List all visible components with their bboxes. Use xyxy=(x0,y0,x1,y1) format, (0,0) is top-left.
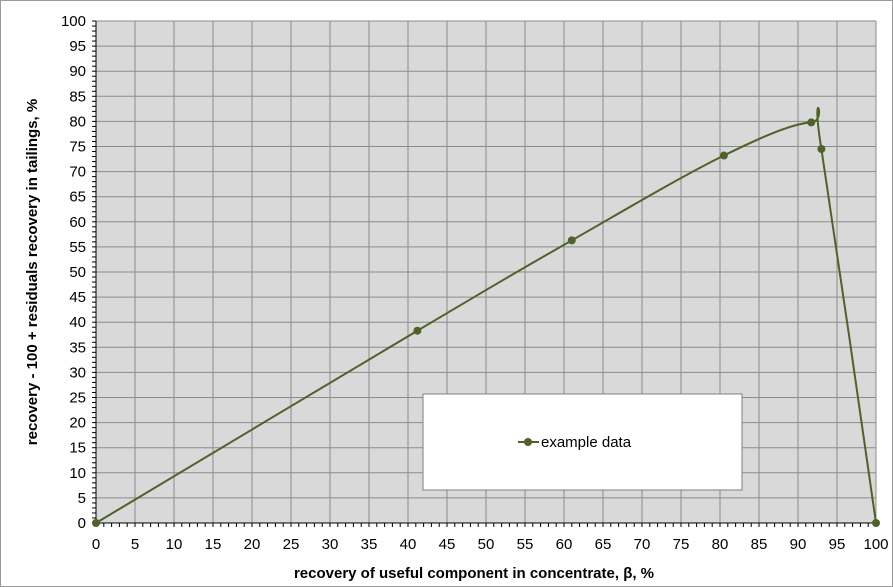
data-point xyxy=(817,145,826,154)
y-tick-label: 95 xyxy=(69,38,86,55)
minor-ticks xyxy=(92,20,877,527)
x-tick-label: 95 xyxy=(829,536,846,553)
y-tick-label: 85 xyxy=(69,88,86,105)
y-tick-label: 80 xyxy=(69,113,86,130)
x-axis-title: recovery of useful component in concentr… xyxy=(294,565,654,582)
x-tick-label: 85 xyxy=(751,536,768,553)
x-tick-label: 90 xyxy=(790,536,807,553)
data-point xyxy=(92,519,100,527)
x-tick-label: 50 xyxy=(478,536,495,553)
x-tick-label: 5 xyxy=(131,536,139,553)
legend: example data xyxy=(422,393,743,491)
legend-box xyxy=(422,393,743,491)
x-tick-label: 20 xyxy=(244,536,261,553)
data-point xyxy=(413,326,422,335)
x-tick-label: 80 xyxy=(712,536,729,553)
y-axis-title: recovery - 100 + residuals recovery in t… xyxy=(24,99,41,445)
y-tick-label: 100 xyxy=(61,13,86,30)
x-tick-label: 70 xyxy=(634,536,651,553)
x-tick-label: 10 xyxy=(166,536,183,553)
y-tick-label: 5 xyxy=(78,490,86,507)
y-tick-label: 30 xyxy=(69,364,86,381)
x-tick-label: 15 xyxy=(205,536,222,553)
y-tick-label: 55 xyxy=(69,239,86,256)
y-tick-label: 40 xyxy=(69,314,86,331)
axes xyxy=(95,21,876,524)
y-tick-label: 75 xyxy=(69,139,86,156)
data-point xyxy=(719,151,728,160)
data-point xyxy=(567,236,576,245)
x-tick-label: 40 xyxy=(400,536,417,553)
y-tick-label: 35 xyxy=(69,339,86,356)
x-tick-label: 45 xyxy=(439,536,456,553)
tick-labels: 0 5 10 15 20 25 30 35 40 45 50 55 60 65 70 75 80 85 90 95 10… xyxy=(61,13,889,553)
y-tick-label: 10 xyxy=(69,465,86,482)
x-tick-label: 25 xyxy=(283,536,300,553)
y-tick-label: 70 xyxy=(69,164,86,181)
series-layer xyxy=(92,106,880,527)
legend-swatch-marker xyxy=(524,438,532,446)
x-tick-label: 30 xyxy=(322,536,339,553)
legend-label: example data xyxy=(541,434,632,451)
x-tick-label: 65 xyxy=(595,536,612,553)
x-tick-label: 60 xyxy=(556,536,573,553)
series-line xyxy=(95,106,877,524)
data-point xyxy=(807,118,816,127)
y-tick-label: 90 xyxy=(69,63,86,80)
y-tick-label: 45 xyxy=(69,289,86,306)
y-tick-label: 65 xyxy=(69,189,86,206)
x-tick-label: 35 xyxy=(361,536,378,553)
x-tick-label: 55 xyxy=(517,536,534,553)
data-point xyxy=(872,519,880,527)
x-tick-label: 100 xyxy=(863,536,888,553)
y-tick-label: 0 xyxy=(78,515,86,532)
y-tick-label: 20 xyxy=(69,415,86,432)
y-tick-label: 25 xyxy=(69,390,86,407)
x-tick-label: 75 xyxy=(673,536,690,553)
y-tick-label: 50 xyxy=(69,264,86,281)
x-tick-label: 0 xyxy=(92,536,100,553)
y-tick-label: 15 xyxy=(69,440,86,457)
y-tick-label: 60 xyxy=(69,214,86,231)
